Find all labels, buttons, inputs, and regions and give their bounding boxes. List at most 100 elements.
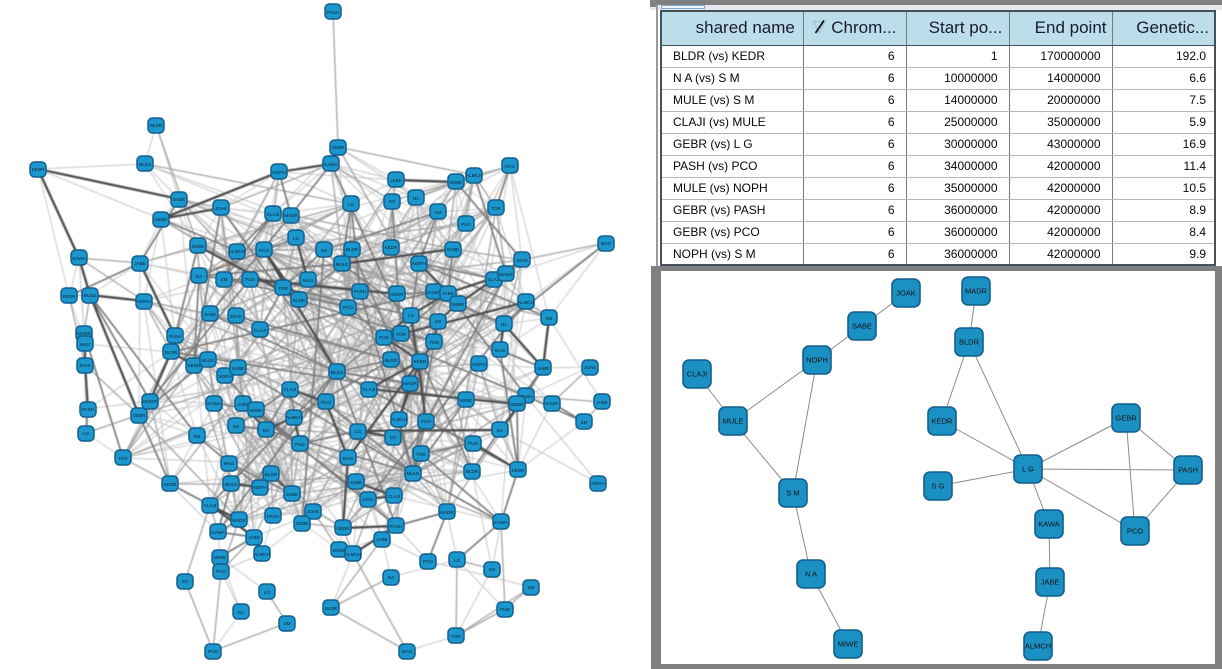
svg-text:PCO: PCO [505,164,515,169]
svg-text:MULE: MULE [225,482,238,487]
svg-text:TOR: TOR [396,332,406,337]
svg-text:KAWA: KAWA [494,520,508,525]
svg-text:N A: N A [805,570,817,579]
svg-text:SABE: SABE [350,480,362,485]
svg-text:ALMCH: ALMCH [466,173,482,178]
svg-text:CLAJI: CLAJI [488,277,501,282]
svg-text:LG: LG [408,313,415,318]
svg-text:MAG: MAG [224,461,235,466]
svg-text:NOPH: NOPH [272,170,285,175]
svg-text:NOPH: NOPH [253,485,266,490]
svg-text:LG: LG [293,236,300,241]
svg-text:TOR: TOR [118,456,128,461]
svg-text:KEDR: KEDR [512,468,525,473]
svg-text:NOPH: NOPH [591,481,604,486]
svg-text:CLAJI: CLAJI [363,387,376,392]
svg-text:KAWA: KAWA [207,401,221,406]
svg-text:NA: NA [238,610,245,615]
svg-text:NA: NA [501,322,508,327]
svg-text:PUD: PUD [500,607,510,612]
svg-text:SABE: SABE [286,492,298,497]
svg-text:MIWE: MIWE [192,244,205,249]
svg-text:ALMCH: ALMCH [229,249,245,254]
svg-text:PASH: PASH [169,334,181,339]
svg-text:PASH: PASH [267,514,279,519]
svg-text:SM: SM [221,277,228,282]
svg-text:KAWA: KAWA [211,530,225,535]
svg-text:GEBR: GEBR [510,402,524,407]
svg-text:NA: NA [196,274,203,279]
svg-text:SG: SG [390,435,397,440]
svg-text:KEDR: KEDR [188,363,201,368]
svg-text:MULE: MULE [202,358,215,363]
svg-text:PUD: PUD [208,649,218,654]
svg-text:PASH: PASH [520,394,532,399]
svg-text:MIWE: MIWE [838,640,858,649]
svg-text:SG: SG [389,199,396,204]
svg-text:BLDR: BLDR [385,358,398,363]
svg-text:MIWE: MIWE [214,555,227,560]
svg-text:MAG: MAG [402,649,413,654]
svg-text:ALMCH: ALMCH [518,300,534,305]
svg-text:JABE: JABE [1041,578,1060,587]
svg-text:GEBR: GEBR [132,413,146,418]
svg-text:JABE: JABE [442,291,454,296]
svg-text:SM: SM [194,434,201,439]
svg-text:GEBR: GEBR [154,217,168,222]
svg-text:BLDR: BLDR [325,606,338,611]
svg-text:S M: S M [786,489,799,498]
svg-text:MADR: MADR [143,399,157,404]
svg-text:JABE: JABE [134,261,146,266]
svg-text:TOR: TOR [416,452,426,457]
svg-text:NOPH: NOPH [218,374,231,379]
svg-text:PCO: PCO [1127,527,1143,536]
svg-text:JOAK: JOAK [362,497,375,502]
svg-text:KAWA: KAWA [72,256,86,261]
svg-text:SG: SG [182,579,189,584]
svg-text:MIWE: MIWE [333,548,346,553]
svg-text:PUD: PUD [245,277,255,282]
svg-text:GEBR: GEBR [336,526,350,531]
svg-text:PUD: PUD [379,335,389,340]
svg-text:NA: NA [413,196,420,201]
svg-text:JOAK: JOAK [896,289,916,298]
svg-text:MIWE: MIWE [450,180,463,185]
svg-text:SM: SM [546,316,553,321]
svg-text:SABE: SABE [852,322,872,331]
svg-text:SABE: SABE [232,366,244,371]
svg-text:MADR: MADR [284,213,298,218]
svg-text:SG: SG [489,567,496,572]
svg-text:NA: NA [263,428,270,433]
svg-text:PCO: PCO [423,559,433,564]
svg-text:MAG: MAG [80,342,91,347]
svg-text:PCO: PCO [321,400,331,405]
svg-text:JABE: JABE [248,535,260,540]
svg-text:BLDR: BLDR [346,247,359,252]
svg-text:PCO: PCO [421,419,431,424]
svg-text:ALMCH: ALMCH [1025,642,1051,651]
svg-text:JOAK: JOAK [215,206,228,211]
svg-text:MIWE: MIWE [250,408,263,413]
svg-text:NOPH: NOPH [412,261,425,266]
svg-text:MULE: MULE [139,162,152,167]
svg-text:MADR: MADR [499,272,513,277]
svg-text:ALMCH: ALMCH [254,552,270,557]
svg-text:MADR: MADR [232,518,246,523]
svg-text:MAG: MAG [495,348,506,353]
svg-text:LG: LG [355,429,362,434]
svg-text:MADR: MADR [965,287,988,296]
svg-text:GEBR: GEBR [295,521,309,526]
svg-text:MIWE: MIWE [460,398,473,403]
svg-text:KAWA: KAWA [1038,520,1060,529]
svg-text:PUD: PUD [461,222,471,227]
svg-text:KEDR: KEDR [32,167,45,172]
svg-text:KEDR: KEDR [932,417,953,426]
svg-text:BLDR: BLDR [165,350,178,355]
svg-text:JABE: JABE [390,178,402,183]
svg-text:JOAK: JOAK [307,509,320,514]
svg-text:LG: LG [454,558,461,563]
svg-text:CLAJI: CLAJI [687,370,707,379]
svg-text:LG: LG [83,431,90,436]
svg-text:PUD: PUD [468,441,478,446]
svg-text:KAWA: KAWA [427,290,441,295]
